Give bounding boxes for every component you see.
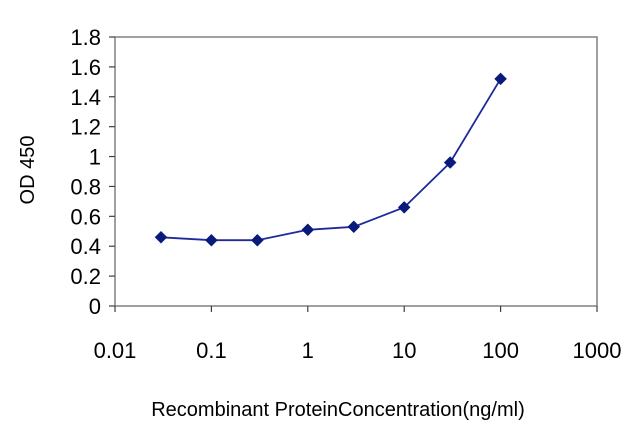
data-point bbox=[494, 72, 507, 86]
x-tick-label: 1 bbox=[302, 338, 314, 363]
y-axis: 0 0.2 0.4 0.6 0.8 1 1.2 1.4 1.6 1.8 bbox=[70, 25, 115, 319]
data-point bbox=[205, 233, 218, 247]
y-tick-label: 0.2 bbox=[70, 264, 101, 289]
y-tick-label: 0 bbox=[89, 294, 101, 319]
x-tick-label: 0.1 bbox=[196, 338, 227, 363]
x-tick-label: 10 bbox=[392, 338, 416, 363]
data-point bbox=[251, 233, 264, 247]
series-line bbox=[160, 78, 502, 242]
data-point bbox=[301, 223, 315, 237]
data-point bbox=[347, 220, 361, 234]
plot-frame bbox=[114, 36, 598, 307]
y-tick-label: 1.8 bbox=[70, 25, 101, 50]
y-tick-label: 1.2 bbox=[70, 115, 101, 140]
series-layer bbox=[154, 72, 507, 247]
y-tick-label: 1.6 bbox=[70, 55, 101, 80]
y-tick-label: 1.4 bbox=[70, 85, 101, 110]
x-axis-title: Recombinant ProteinConcentration(ng/ml) bbox=[151, 399, 525, 421]
y-axis-title: OD 450 bbox=[17, 136, 39, 205]
data-point bbox=[443, 156, 457, 169]
x-tick-label: 0.01 bbox=[94, 338, 137, 363]
data-point bbox=[397, 201, 411, 214]
x-tick-label: 100 bbox=[482, 338, 519, 363]
x-axis: 0.01 0.1 1 10 100 1000 bbox=[94, 306, 622, 363]
y-tick-label: 0.6 bbox=[70, 204, 101, 229]
y-tick-label: 0.4 bbox=[70, 234, 101, 259]
x-tick-label: 1000 bbox=[573, 338, 622, 363]
y-tick-label: 0.8 bbox=[70, 174, 101, 199]
y-tick-label: 1 bbox=[89, 145, 101, 170]
plot-area bbox=[114, 36, 598, 307]
data-point bbox=[154, 230, 168, 244]
